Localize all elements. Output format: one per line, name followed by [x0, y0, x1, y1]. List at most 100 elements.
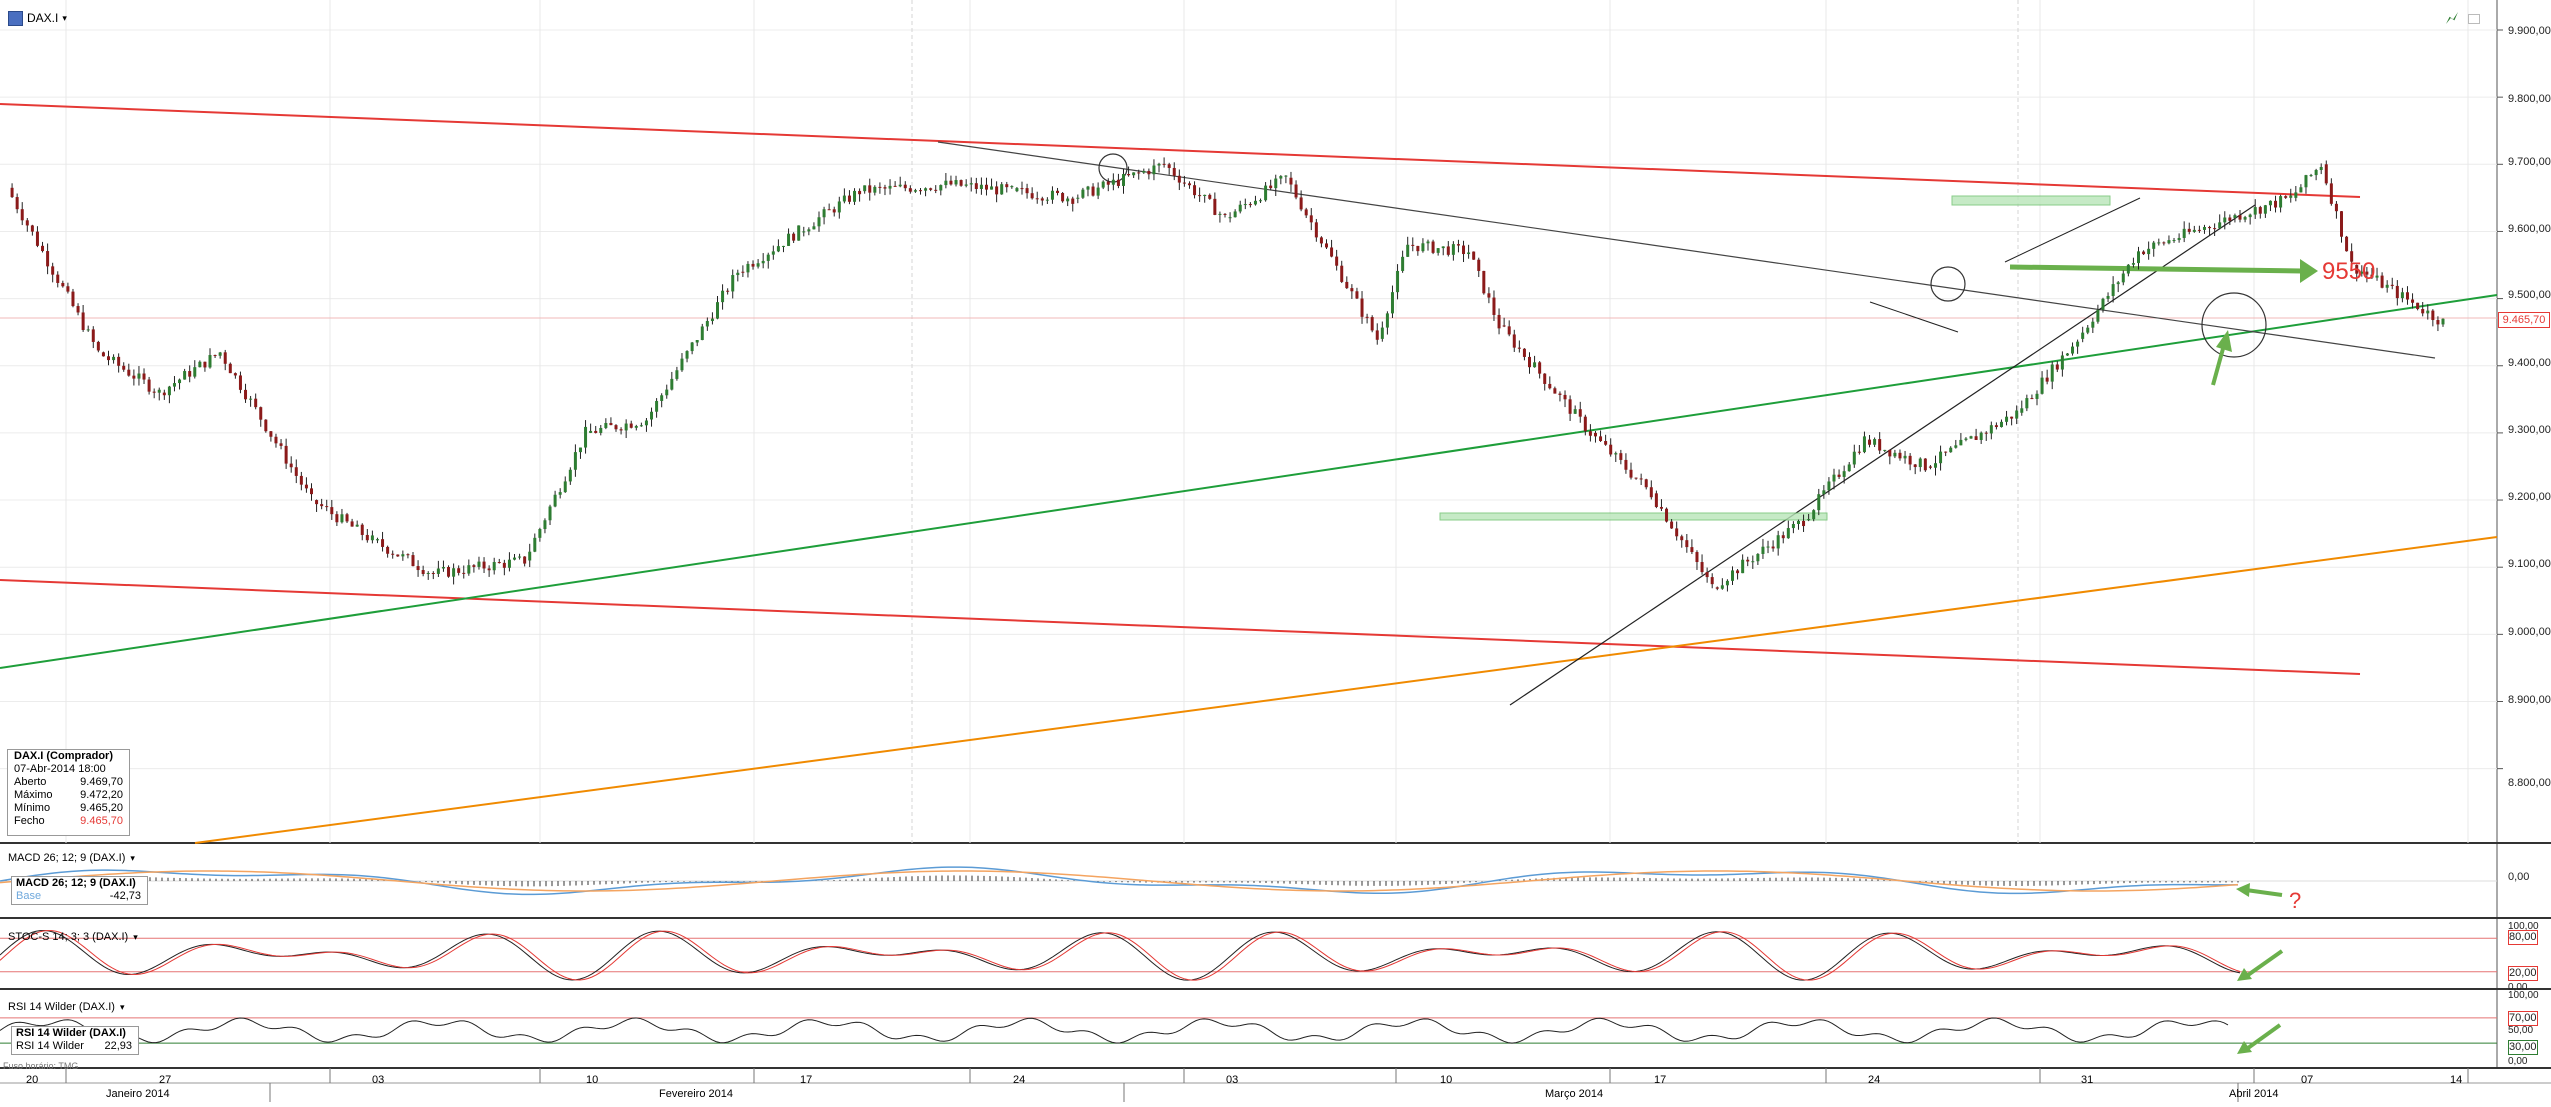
candle-down	[432, 573, 435, 574]
candle-up	[2223, 218, 2226, 223]
price-tick: 9.100,00	[2508, 558, 2551, 571]
candle-down	[1645, 479, 1648, 487]
candle-up	[675, 370, 678, 379]
candle-down	[1056, 191, 1059, 193]
candle-up	[1086, 187, 1089, 190]
candle-down	[1457, 244, 1460, 245]
candle-down	[1655, 493, 1658, 507]
candle-down	[483, 562, 486, 569]
macd-series-name: Base	[16, 890, 41, 903]
candle-down	[1909, 456, 1912, 465]
candle-down	[909, 188, 912, 192]
candle-up	[137, 374, 140, 379]
rsi-axis-label: 30,00	[2508, 1040, 2538, 1055]
candle-up	[2294, 192, 2297, 197]
candle-down	[92, 329, 95, 342]
chevron-down-icon[interactable]: ▾	[120, 1001, 125, 1014]
candle-down	[949, 181, 952, 185]
candle-down	[1513, 334, 1516, 347]
candle-up	[2020, 408, 2023, 412]
candle-down	[503, 563, 506, 568]
candle-down	[1482, 271, 1485, 293]
candle-down	[320, 504, 323, 506]
candle-up	[1254, 201, 1257, 205]
info-value: 9.469,70	[80, 776, 123, 789]
date-tick: 20	[26, 1074, 38, 1087]
date-tick: 10	[1440, 1074, 1452, 1087]
candle-up	[564, 481, 567, 492]
candle-up	[543, 520, 546, 529]
candle-down	[1325, 243, 1328, 247]
candle-down	[1701, 562, 1704, 572]
candle-down	[1416, 246, 1419, 251]
chevron-down-icon[interactable]: ▾	[62, 12, 67, 25]
macd-pane-selector[interactable]: MACD 26; 12; 9 (DAX.I) ▾	[8, 852, 135, 865]
candle-up	[2193, 230, 2196, 232]
candle-up	[183, 371, 186, 380]
candle-down	[1208, 195, 1211, 199]
candle-down	[1548, 384, 1551, 388]
candle-down	[1224, 214, 1227, 215]
candle-down	[234, 373, 237, 375]
candle-up	[1990, 425, 1993, 433]
date-tick: 03	[372, 1074, 384, 1087]
candle-down	[1163, 164, 1166, 165]
candle-down	[1878, 439, 1881, 450]
candle-down	[1447, 246, 1450, 254]
chart-icon	[8, 11, 23, 26]
candle-down	[2228, 218, 2231, 221]
panel-restore-icon[interactable]	[2468, 14, 2480, 24]
candle-down	[1635, 478, 1638, 479]
price-tick: 9.700,00	[2508, 156, 2551, 169]
candle-down	[26, 220, 29, 225]
candle-down	[259, 407, 262, 420]
candle-down	[1975, 436, 1978, 440]
candle-up	[914, 190, 917, 192]
candle-down	[41, 246, 44, 251]
stoc-pane-selector[interactable]: STOC-S 14; 3; 3 (DAX.I) ▾	[8, 931, 138, 944]
candle-down	[1411, 245, 1414, 246]
candle-down	[995, 186, 998, 194]
candle-up	[589, 431, 592, 433]
candle-down	[975, 183, 978, 189]
candle-up	[772, 251, 775, 254]
candle-up	[736, 273, 739, 275]
candle-down	[741, 272, 744, 273]
chevron-down-icon[interactable]: ▾	[133, 931, 138, 944]
candle-up	[1218, 214, 1221, 215]
candle-down	[457, 568, 460, 573]
candle-up	[1787, 528, 1790, 538]
candle-down	[56, 275, 59, 283]
candle-down	[472, 565, 475, 567]
candle-down	[2274, 201, 2277, 208]
candle-up	[965, 184, 968, 185]
symbol-selector[interactable]: DAX.I ▾	[8, 10, 67, 26]
candle-down	[2330, 183, 2333, 203]
candle-down	[2188, 229, 2191, 232]
candle-down	[929, 188, 932, 190]
candle-down	[239, 375, 242, 389]
candle-down	[2198, 230, 2201, 231]
candle-up	[1812, 510, 1815, 519]
candle-up	[797, 225, 800, 240]
chevron-down-icon[interactable]: ▾	[130, 852, 135, 865]
candle-down	[1183, 183, 1186, 184]
candle-down	[71, 292, 74, 306]
candle-down	[148, 380, 151, 392]
candle-down	[1523, 349, 1526, 357]
rsi-title: RSI 14 Wilder (DAX.I)	[8, 1001, 115, 1014]
rsi-pane-selector[interactable]: RSI 14 Wilder (DAX.I) ▾	[8, 1001, 125, 1014]
candle-down	[1604, 441, 1607, 445]
candle-down	[305, 485, 308, 489]
candle-up	[889, 186, 892, 189]
candle-down	[1508, 326, 1511, 334]
candle-up	[198, 362, 201, 367]
candle-down	[848, 196, 851, 202]
current-price-tag: 9.465,70	[2498, 312, 2550, 328]
candle-down	[46, 251, 49, 266]
candle-up	[731, 275, 734, 291]
macd-title: MACD 26; 12; 9 (DAX.I)	[8, 852, 125, 865]
rsi-series-name: RSI 14 Wilder	[16, 1040, 84, 1053]
candle-down	[934, 190, 937, 191]
